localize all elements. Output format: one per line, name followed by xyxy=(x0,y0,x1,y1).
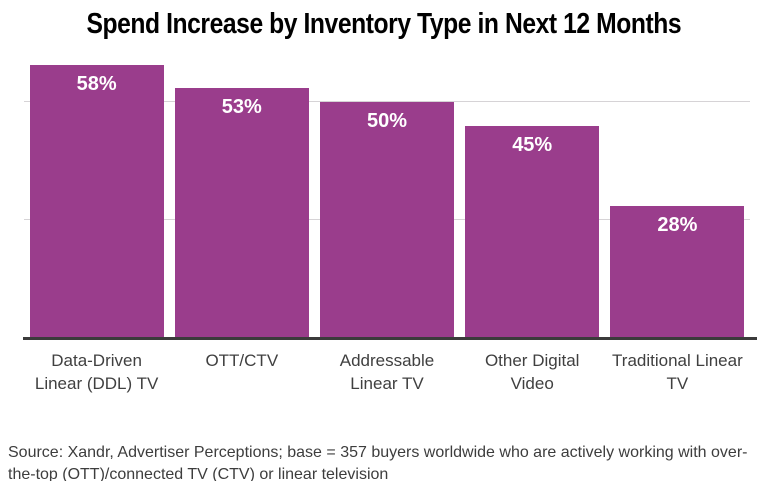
x-axis-label-cell: Traditional Linear TV xyxy=(605,349,750,395)
source-note: Source: Xandr, Advertiser Perceptions; b… xyxy=(8,444,748,481)
bar-value-label: 58% xyxy=(76,73,117,95)
category-label: OTT/CTV xyxy=(205,351,279,370)
x-axis-labels: Data-Driven Linear (DDL) TV OTT/CTV Addr… xyxy=(24,349,750,395)
category-label: Addressable Linear TV xyxy=(339,351,435,393)
bar-ott-ctv: 53% xyxy=(174,88,309,337)
bar-traditional-linear-tv: 28% xyxy=(610,206,745,337)
category-label: Data-Driven Linear (DDL) TV xyxy=(34,351,159,393)
chart-title-text: Spend Increase by Inventory Type in Next… xyxy=(86,8,682,40)
x-axis-label-cell: Data-Driven Linear (DDL) TV xyxy=(24,349,169,395)
bar-value-label: 53% xyxy=(221,96,262,118)
category-label: Other Digital Video xyxy=(484,351,580,393)
chart-title: Spend Increase by Inventory Type in Next… xyxy=(0,8,768,41)
x-axis-label-cell: Other Digital Video xyxy=(460,349,605,395)
bar-column: 45% xyxy=(460,55,605,337)
category-label: Traditional Linear TV xyxy=(612,351,743,393)
bars-group: 58% 53% 50% 45% 28% xyxy=(24,55,750,337)
bar-value-label: 28% xyxy=(657,214,698,236)
bar-column: 50% xyxy=(314,55,459,337)
bar-other-digital-video: 45% xyxy=(465,126,600,337)
bar-value-label: 50% xyxy=(366,110,408,132)
bar-column: 53% xyxy=(169,55,314,337)
bar-column: 58% xyxy=(24,55,169,337)
gridline-50pct xyxy=(24,101,750,102)
bar-column: 28% xyxy=(605,55,750,337)
bar-addressable-linear-tv: 50% xyxy=(320,102,454,337)
x-axis-line xyxy=(23,337,757,340)
bar-data-driven-linear-ddl-tv: 58% xyxy=(29,65,164,337)
plot-area: 58% 53% 50% 45% 28% xyxy=(24,55,750,337)
x-axis-label-cell: OTT/CTV xyxy=(169,349,314,395)
bar-value-label: 45% xyxy=(512,134,553,156)
x-axis-label-cell: Addressable Linear TV xyxy=(314,349,459,395)
